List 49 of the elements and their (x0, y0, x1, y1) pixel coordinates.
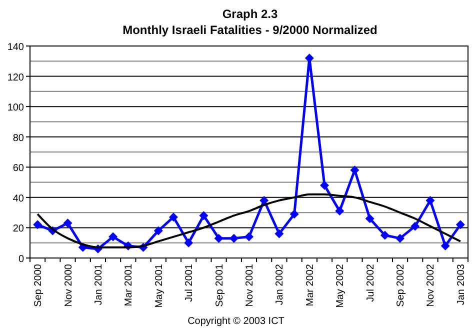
point (380, 230, 390, 240)
point (260, 196, 269, 205)
y-tick-label: 120 (7, 72, 24, 84)
chart-title: Graph 2.3 (222, 7, 278, 21)
y-tick-label: 20 (12, 224, 24, 235)
x-tick-label: Jul 2001 (184, 264, 196, 302)
chart-subtitle: Monthly Israeli Fatalities - 9/2000 Normalized (122, 23, 378, 37)
x-tick-label: Jan 2003 (456, 264, 467, 306)
point (168, 212, 178, 222)
point (320, 180, 330, 190)
y-tick-label: 0 (18, 254, 24, 265)
x-tick-label: Mar 2002 (304, 264, 316, 306)
point (154, 226, 163, 236)
y-tick-label: 60 (12, 163, 24, 174)
point (365, 214, 374, 224)
x-tick-label: Mar 2001 (124, 264, 135, 306)
x-tick-label: May 2002 (335, 264, 346, 308)
point (426, 196, 435, 205)
x-tick-label: Jul 2002 (365, 264, 376, 302)
point (199, 211, 208, 220)
x-tick-label: Nov 2000 (63, 264, 74, 307)
point (410, 222, 420, 231)
x-tick-label: Nov 2002 (426, 264, 437, 307)
x-tick-label: Nov 2001 (244, 264, 256, 307)
point (63, 218, 72, 228)
point (108, 232, 118, 242)
point (214, 234, 224, 243)
point (184, 238, 194, 248)
text: Copyright © 2003 ICT (188, 316, 284, 327)
point (396, 234, 405, 243)
point (33, 220, 42, 230)
point (456, 220, 465, 230)
point (335, 206, 344, 216)
x-tick-label: Sep 2002 (396, 264, 407, 307)
y-tick-label: 140 (7, 42, 24, 53)
y-tick-label: 40 (12, 193, 24, 204)
x-tick-label: May 2001 (154, 264, 165, 308)
point (440, 241, 450, 250)
point (229, 234, 238, 243)
x-tick-label: Sep 2001 (214, 264, 226, 307)
x-tick-label: Sep 2000 (33, 264, 44, 307)
y-tick-label: 100 (7, 102, 24, 114)
point (350, 166, 360, 175)
point (290, 210, 299, 219)
x-tick-label: Jan 2001 (93, 264, 104, 306)
point (274, 229, 284, 238)
y-tick-label: 80 (12, 132, 24, 144)
x-tick-label: Jan 2002 (274, 264, 286, 306)
point (244, 232, 254, 242)
